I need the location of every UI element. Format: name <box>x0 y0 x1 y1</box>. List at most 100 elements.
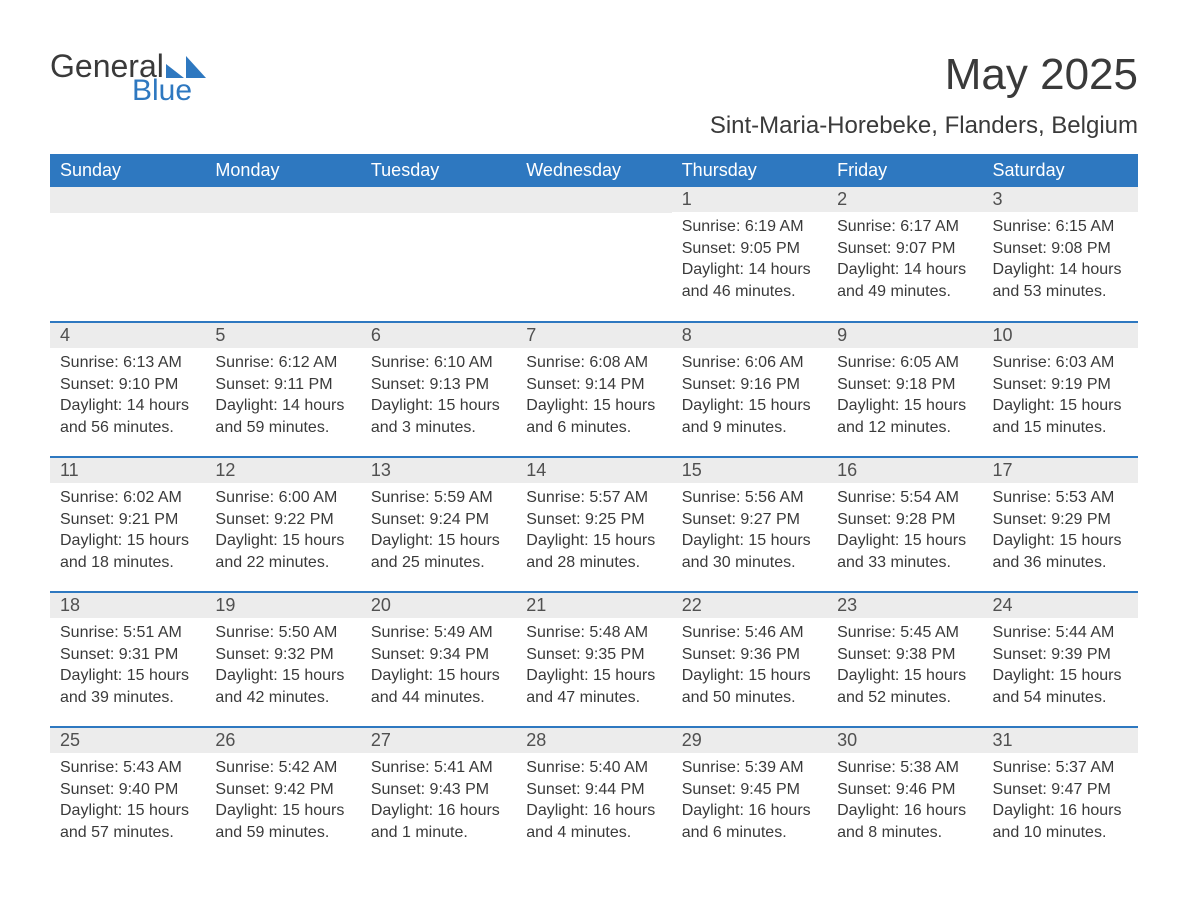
calendar-week-row: 18Sunrise: 5:51 AMSunset: 9:31 PMDayligh… <box>50 592 1138 727</box>
day-details: Sunrise: 6:03 AMSunset: 9:19 PMDaylight:… <box>983 348 1138 444</box>
calendar-day-cell <box>50 187 205 322</box>
calendar-day-cell: 17Sunrise: 5:53 AMSunset: 9:29 PMDayligh… <box>983 457 1138 592</box>
day-number: 31 <box>983 728 1138 753</box>
sunrise-line: Sunrise: 5:51 AM <box>60 622 195 644</box>
day-number: 14 <box>516 458 671 483</box>
sunset-line: Sunset: 9:13 PM <box>371 374 506 396</box>
day-details: Sunrise: 6:15 AMSunset: 9:08 PMDaylight:… <box>983 212 1138 308</box>
daylight-line: Daylight: 15 hours and 28 minutes. <box>526 530 661 573</box>
sunrise-line: Sunrise: 5:49 AM <box>371 622 506 644</box>
calendar-day-cell: 22Sunrise: 5:46 AMSunset: 9:36 PMDayligh… <box>672 592 827 727</box>
sunset-line: Sunset: 9:47 PM <box>993 779 1128 801</box>
sunrise-line: Sunrise: 5:39 AM <box>682 757 817 779</box>
calendar-day-cell: 24Sunrise: 5:44 AMSunset: 9:39 PMDayligh… <box>983 592 1138 727</box>
sunset-line: Sunset: 9:27 PM <box>682 509 817 531</box>
page-title: May 2025 <box>945 50 1138 100</box>
calendar-day-cell: 3Sunrise: 6:15 AMSunset: 9:08 PMDaylight… <box>983 187 1138 322</box>
calendar-day-cell: 16Sunrise: 5:54 AMSunset: 9:28 PMDayligh… <box>827 457 982 592</box>
sunset-line: Sunset: 9:42 PM <box>215 779 350 801</box>
sunrise-line: Sunrise: 6:06 AM <box>682 352 817 374</box>
daylight-line: Daylight: 14 hours and 49 minutes. <box>837 259 972 302</box>
day-details: Sunrise: 5:59 AMSunset: 9:24 PMDaylight:… <box>361 483 516 579</box>
weekday-header: Wednesday <box>516 154 671 187</box>
day-details: Sunrise: 6:02 AMSunset: 9:21 PMDaylight:… <box>50 483 205 579</box>
daylight-line: Daylight: 15 hours and 6 minutes. <box>526 395 661 438</box>
calendar-day-cell: 1Sunrise: 6:19 AMSunset: 9:05 PMDaylight… <box>672 187 827 322</box>
sunrise-line: Sunrise: 5:50 AM <box>215 622 350 644</box>
sunrise-line: Sunrise: 6:02 AM <box>60 487 195 509</box>
calendar-day-cell: 18Sunrise: 5:51 AMSunset: 9:31 PMDayligh… <box>50 592 205 727</box>
day-number: 22 <box>672 593 827 618</box>
day-details: Sunrise: 6:17 AMSunset: 9:07 PMDaylight:… <box>827 212 982 308</box>
day-number: 30 <box>827 728 982 753</box>
daylight-line: Daylight: 15 hours and 15 minutes. <box>993 395 1128 438</box>
sunset-line: Sunset: 9:21 PM <box>60 509 195 531</box>
calendar-day-cell: 15Sunrise: 5:56 AMSunset: 9:27 PMDayligh… <box>672 457 827 592</box>
sunrise-line: Sunrise: 6:13 AM <box>60 352 195 374</box>
calendar-day-cell: 29Sunrise: 5:39 AMSunset: 9:45 PMDayligh… <box>672 727 827 862</box>
calendar-day-cell: 13Sunrise: 5:59 AMSunset: 9:24 PMDayligh… <box>361 457 516 592</box>
day-details: Sunrise: 5:40 AMSunset: 9:44 PMDaylight:… <box>516 753 671 849</box>
daylight-line: Daylight: 15 hours and 3 minutes. <box>371 395 506 438</box>
day-details: Sunrise: 5:51 AMSunset: 9:31 PMDaylight:… <box>50 618 205 714</box>
day-number: 10 <box>983 323 1138 348</box>
sunset-line: Sunset: 9:32 PM <box>215 644 350 666</box>
day-details: Sunrise: 5:38 AMSunset: 9:46 PMDaylight:… <box>827 753 982 849</box>
day-number: 26 <box>205 728 360 753</box>
calendar-day-cell: 14Sunrise: 5:57 AMSunset: 9:25 PMDayligh… <box>516 457 671 592</box>
day-number <box>205 187 360 213</box>
daylight-line: Daylight: 14 hours and 59 minutes. <box>215 395 350 438</box>
day-number: 1 <box>672 187 827 212</box>
calendar-day-cell: 10Sunrise: 6:03 AMSunset: 9:19 PMDayligh… <box>983 322 1138 457</box>
day-number: 27 <box>361 728 516 753</box>
daylight-line: Daylight: 14 hours and 56 minutes. <box>60 395 195 438</box>
day-details: Sunrise: 5:39 AMSunset: 9:45 PMDaylight:… <box>672 753 827 849</box>
sunset-line: Sunset: 9:07 PM <box>837 238 972 260</box>
daylight-line: Daylight: 16 hours and 10 minutes. <box>993 800 1128 843</box>
day-details: Sunrise: 6:10 AMSunset: 9:13 PMDaylight:… <box>361 348 516 444</box>
calendar-day-cell: 21Sunrise: 5:48 AMSunset: 9:35 PMDayligh… <box>516 592 671 727</box>
calendar-day-cell: 12Sunrise: 6:00 AMSunset: 9:22 PMDayligh… <box>205 457 360 592</box>
sunset-line: Sunset: 9:35 PM <box>526 644 661 666</box>
calendar-day-cell: 20Sunrise: 5:49 AMSunset: 9:34 PMDayligh… <box>361 592 516 727</box>
day-details: Sunrise: 5:45 AMSunset: 9:38 PMDaylight:… <box>827 618 982 714</box>
daylight-line: Daylight: 15 hours and 52 minutes. <box>837 665 972 708</box>
sunrise-line: Sunrise: 6:03 AM <box>993 352 1128 374</box>
day-details: Sunrise: 6:06 AMSunset: 9:16 PMDaylight:… <box>672 348 827 444</box>
day-details: Sunrise: 6:13 AMSunset: 9:10 PMDaylight:… <box>50 348 205 444</box>
calendar-day-cell: 27Sunrise: 5:41 AMSunset: 9:43 PMDayligh… <box>361 727 516 862</box>
sunset-line: Sunset: 9:22 PM <box>215 509 350 531</box>
day-details: Sunrise: 5:53 AMSunset: 9:29 PMDaylight:… <box>983 483 1138 579</box>
day-details: Sunrise: 6:00 AMSunset: 9:22 PMDaylight:… <box>205 483 360 579</box>
daylight-line: Daylight: 15 hours and 59 minutes. <box>215 800 350 843</box>
weekday-header: Saturday <box>983 154 1138 187</box>
calendar-day-cell: 7Sunrise: 6:08 AMSunset: 9:14 PMDaylight… <box>516 322 671 457</box>
day-number: 7 <box>516 323 671 348</box>
sunrise-line: Sunrise: 5:54 AM <box>837 487 972 509</box>
daylight-line: Daylight: 15 hours and 12 minutes. <box>837 395 972 438</box>
daylight-line: Daylight: 16 hours and 4 minutes. <box>526 800 661 843</box>
weekday-header: Thursday <box>672 154 827 187</box>
daylight-line: Daylight: 15 hours and 30 minutes. <box>682 530 817 573</box>
sunrise-line: Sunrise: 5:42 AM <box>215 757 350 779</box>
day-details: Sunrise: 6:08 AMSunset: 9:14 PMDaylight:… <box>516 348 671 444</box>
sunset-line: Sunset: 9:11 PM <box>215 374 350 396</box>
calendar-day-cell: 25Sunrise: 5:43 AMSunset: 9:40 PMDayligh… <box>50 727 205 862</box>
daylight-line: Daylight: 16 hours and 8 minutes. <box>837 800 972 843</box>
calendar-day-cell: 26 Sunrise: 5:42 AMSunset: 9:42 PMDayligh… <box>205 727 360 862</box>
sunset-line: Sunset: 9:24 PM <box>371 509 506 531</box>
day-number: 28 <box>516 728 671 753</box>
sunset-line: Sunset: 9:10 PM <box>60 374 195 396</box>
weekday-header: Tuesday <box>361 154 516 187</box>
sunset-line: Sunset: 9:18 PM <box>837 374 972 396</box>
day-number <box>516 187 671 213</box>
daylight-line: Daylight: 15 hours and 36 minutes. <box>993 530 1128 573</box>
calendar-body: 1Sunrise: 6:19 AMSunset: 9:05 PMDaylight… <box>50 187 1138 862</box>
day-number: 8 <box>672 323 827 348</box>
calendar-day-cell: 9Sunrise: 6:05 AMSunset: 9:18 PMDaylight… <box>827 322 982 457</box>
sunset-line: Sunset: 9:43 PM <box>371 779 506 801</box>
logo: General Blue <box>50 50 206 106</box>
day-number: 23 <box>827 593 982 618</box>
sunrise-line: Sunrise: 5:41 AM <box>371 757 506 779</box>
calendar-week-row: 25Sunrise: 5:43 AMSunset: 9:40 PMDayligh… <box>50 727 1138 862</box>
